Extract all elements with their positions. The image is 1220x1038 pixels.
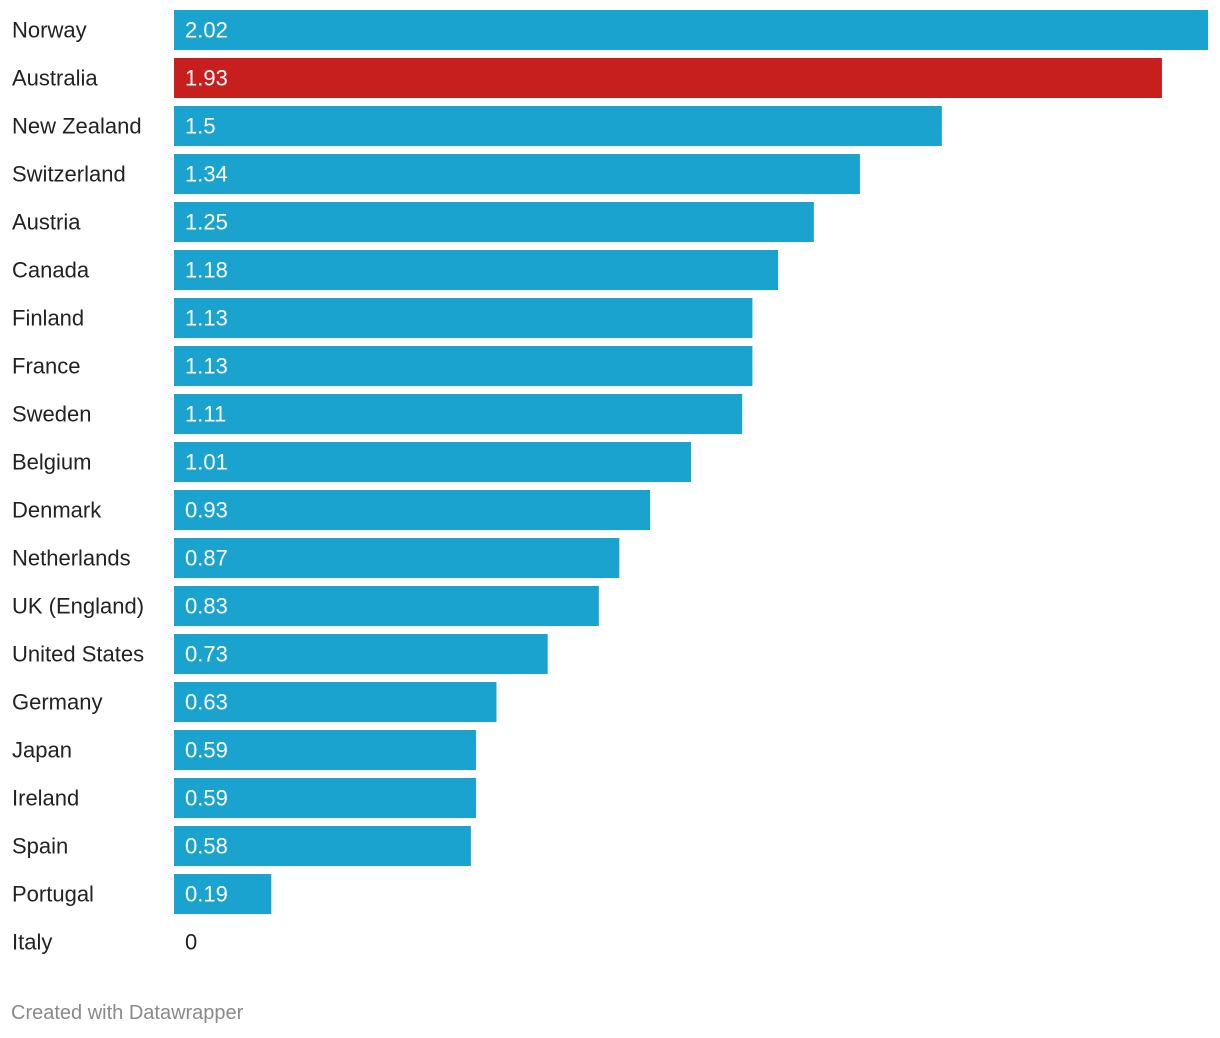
value-label: 1.18 <box>185 258 228 283</box>
bar <box>174 10 1208 50</box>
bar <box>174 538 620 578</box>
value-label: 0.19 <box>185 882 228 907</box>
category-label: Netherlands <box>12 546 131 571</box>
bar <box>174 250 779 290</box>
value-label: 1.13 <box>185 306 228 331</box>
category-label: Germany <box>12 690 102 715</box>
bar <box>174 202 814 242</box>
category-label: Finland <box>12 306 84 331</box>
value-label: 1.25 <box>185 210 228 235</box>
bar <box>174 586 599 626</box>
category-label: Switzerland <box>12 162 126 187</box>
bar <box>174 106 942 146</box>
bar <box>174 154 860 194</box>
credit-text: Created with Datawrapper <box>11 1002 244 1024</box>
bar <box>174 442 691 482</box>
value-label: 0.87 <box>185 546 228 571</box>
value-label: 1.5 <box>185 114 216 139</box>
category-label: France <box>12 354 80 379</box>
bar <box>174 730 477 770</box>
value-label: 0 <box>185 930 197 955</box>
value-label: 0.59 <box>185 738 228 763</box>
value-label: 2.02 <box>185 18 228 43</box>
category-label: Belgium <box>12 450 91 475</box>
bar <box>174 634 548 674</box>
value-label: 1.34 <box>185 162 228 187</box>
value-label: 0.73 <box>185 642 228 667</box>
category-label: Italy <box>12 930 52 955</box>
value-label: 0.83 <box>185 594 228 619</box>
category-label: United States <box>12 642 144 667</box>
value-label: 0.63 <box>185 690 228 715</box>
bar <box>174 394 743 434</box>
value-label: 1.13 <box>185 354 228 379</box>
bar <box>174 298 753 338</box>
category-label: New Zealand <box>12 114 142 139</box>
value-label: 0.58 <box>185 834 228 859</box>
bar-chart: Norway 2.02 Australia 1.93 New Zealand 1.5 Swi… <box>12 10 1208 955</box>
value-label: 1.01 <box>185 450 228 475</box>
bar <box>174 346 753 386</box>
category-label: Spain <box>12 834 68 859</box>
category-label: Sweden <box>12 402 92 427</box>
category-label: Ireland <box>12 786 79 811</box>
bar <box>174 58 1162 98</box>
category-label: Canada <box>12 258 90 283</box>
category-label: Portugal <box>12 882 94 907</box>
category-label: Denmark <box>12 498 102 523</box>
category-label: Norway <box>12 18 87 43</box>
value-label: 1.11 <box>185 402 226 427</box>
category-label: Austria <box>12 210 81 235</box>
value-label: 0.93 <box>185 498 228 523</box>
category-label: Japan <box>12 738 72 763</box>
category-label: Australia <box>12 66 98 91</box>
category-label: UK (England) <box>12 594 144 619</box>
bar <box>174 490 651 530</box>
bar <box>174 778 477 818</box>
bar <box>174 826 471 866</box>
bar <box>174 874 272 914</box>
bar <box>174 682 497 722</box>
value-label: 0.59 <box>185 786 228 811</box>
value-label: 1.93 <box>185 66 228 91</box>
